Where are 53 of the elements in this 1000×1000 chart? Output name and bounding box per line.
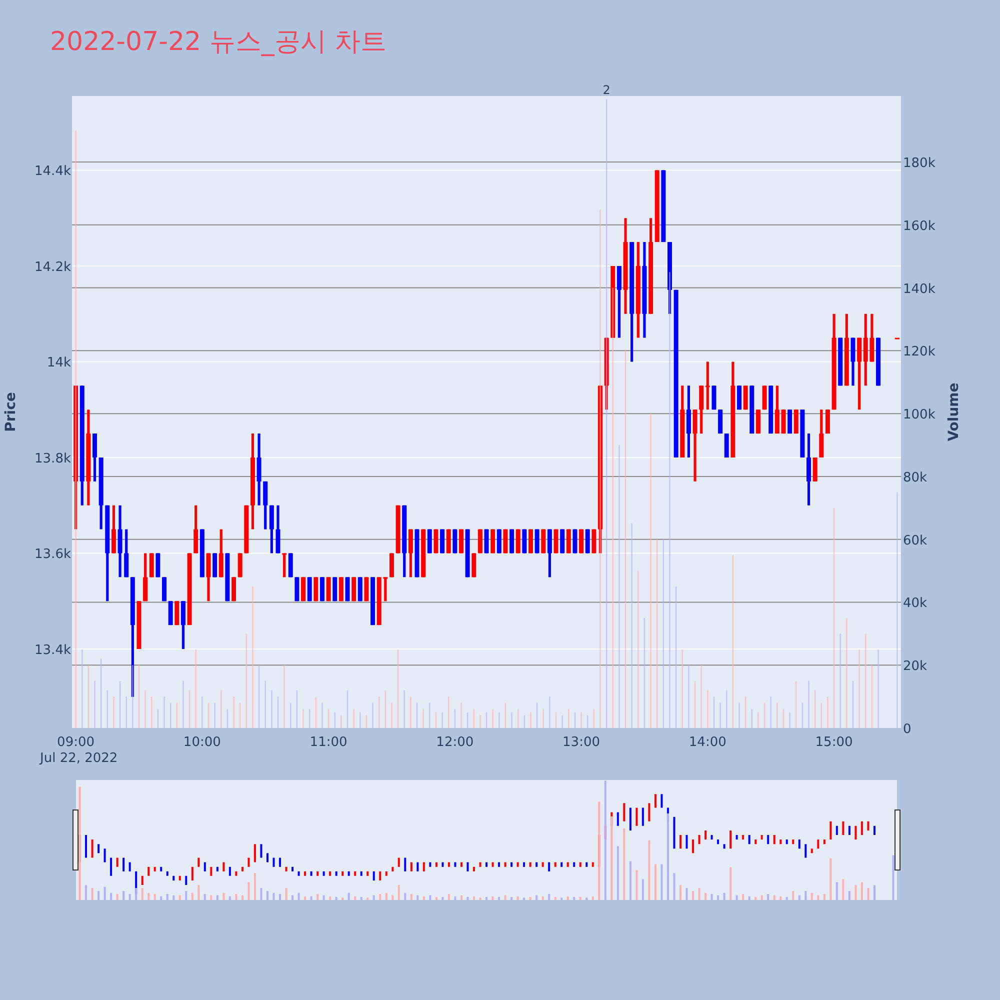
x-tick-label: 09:00 (57, 735, 95, 750)
y2-tick-label: 160k (903, 218, 936, 234)
x-tick-label: 13:00 (562, 735, 600, 750)
candlestick (686, 384, 691, 459)
y2-tick-label: 140k (903, 282, 936, 297)
candlestick (263, 480, 268, 531)
y-tick-label: 14k (46, 356, 72, 371)
x-tick-label: 14:00 (688, 735, 726, 750)
candlestick (194, 504, 198, 555)
candlestick (857, 336, 862, 411)
y2-tick-label: 20k (903, 659, 928, 674)
x-tick-label: 11:00 (310, 735, 348, 750)
candlestick (850, 336, 856, 387)
y2-tick-label: 100k (903, 408, 936, 423)
candlestick (699, 384, 704, 435)
annotation: 2 (602, 83, 610, 97)
x-tick-label: 15:00 (815, 735, 853, 750)
candlestick (269, 504, 274, 555)
y2-tick-label: 0 (903, 722, 912, 737)
y2-tick-label: 180k (903, 156, 936, 172)
y-tick-label: 13.6k (34, 547, 72, 562)
y2-tick-label: 80k (903, 470, 928, 486)
y2-tick-label: 60k (903, 533, 928, 548)
candlestick (282, 552, 287, 578)
y-tick-label: 14.2k (34, 260, 72, 275)
y2-tick-label: 120k (903, 344, 936, 360)
candlestick (705, 360, 710, 411)
candlestick (218, 528, 224, 578)
y2-tick-label: 40k (903, 596, 928, 612)
candlestick (256, 432, 262, 507)
candlestick (118, 504, 122, 578)
y-axis-title: Price (3, 392, 19, 432)
candlestick (547, 528, 552, 578)
y-tick-label: 14.4k (34, 164, 72, 180)
x-tick-label: 12:00 (436, 735, 474, 750)
candlestick (692, 408, 698, 483)
candlestick (92, 432, 97, 483)
y2-axis-title: Volume (946, 382, 962, 442)
candlestick (143, 552, 148, 602)
y-tick-label: 13.8k (34, 451, 72, 466)
chart-title: 2022-07-22 뉴스_공시 차트 (50, 27, 387, 57)
candlestick (180, 600, 186, 650)
candlestick (276, 504, 280, 555)
x-tick-label: 10:00 (183, 735, 221, 750)
candlestick (124, 528, 129, 578)
candlestick (616, 264, 622, 340)
y-tick-label: 13.4k (34, 643, 72, 658)
candlestick (408, 528, 413, 578)
candlestick (111, 504, 116, 555)
candlestick (806, 432, 811, 507)
candlestick (206, 552, 211, 602)
text: Jul 22, 2022 (39, 751, 118, 766)
candlestick (819, 408, 824, 459)
